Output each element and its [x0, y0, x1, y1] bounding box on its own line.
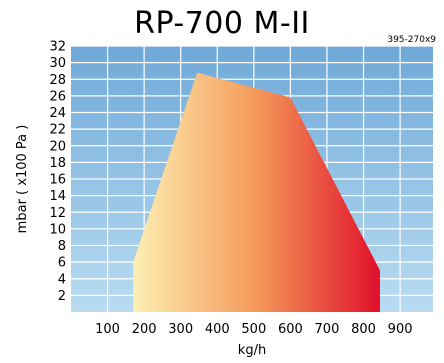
x-tick-label: 500: [241, 322, 266, 337]
y-tick-label: 26: [49, 89, 66, 104]
y-tick-label: 2: [58, 289, 66, 304]
y-tick-label: 28: [49, 73, 66, 88]
x-tick-label: 100: [95, 322, 120, 337]
y-tick-label: 12: [49, 206, 66, 221]
y-tick-label: 16: [49, 173, 66, 188]
y-tick-label: 6: [58, 256, 66, 271]
x-tick-label: 800: [351, 322, 376, 337]
y-tick-label: 4: [58, 272, 66, 287]
y-tick-label: 22: [49, 123, 66, 138]
x-tick-label: 200: [132, 322, 157, 337]
x-tick-label: 700: [315, 322, 340, 337]
x-tick-label: 900: [388, 322, 413, 337]
x-tick-label: 300: [168, 322, 193, 337]
y-tick-label: 14: [49, 189, 66, 204]
y-tick-label: 32: [49, 40, 66, 55]
y-tick-label: 18: [49, 156, 66, 171]
y-tick-label: 10: [49, 222, 66, 237]
x-tick-label: 400: [205, 322, 230, 337]
y-tick-label: 8: [58, 239, 66, 254]
y-tick-label: 24: [49, 106, 66, 121]
x-axis-label: kg/h: [238, 343, 266, 358]
y-tick-label: 30: [49, 56, 66, 71]
y-tick-label: 20: [49, 139, 66, 154]
x-tick-label: 600: [278, 322, 303, 337]
y-axis-label: mbar ( x100 Pa ): [15, 125, 30, 234]
